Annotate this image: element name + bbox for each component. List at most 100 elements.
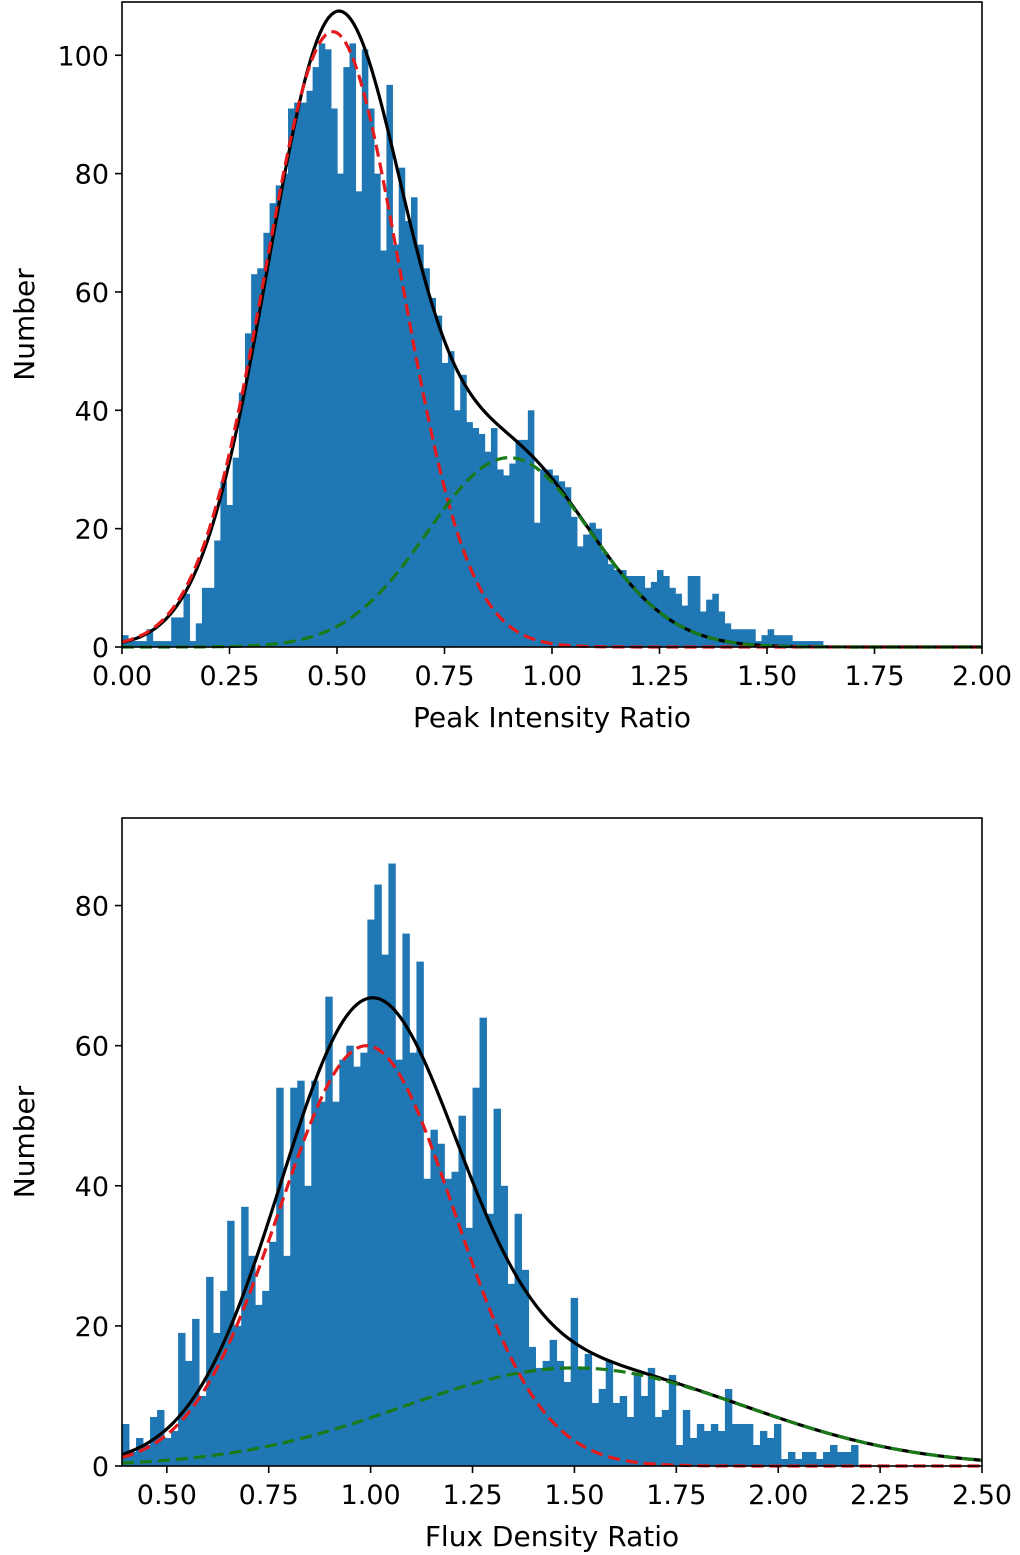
histogram-bar [681,605,689,647]
histogram-bar [283,1255,291,1466]
histogram-bar [633,1374,642,1466]
histogram-bar [837,1451,845,1466]
histogram-bar [521,1269,530,1466]
histogram-bar [712,593,719,647]
x-tick-label: 0.50 [137,1480,197,1511]
histogram-bar [738,1423,747,1466]
x-tick-label: 2.00 [952,661,1012,692]
histogram-bar [644,587,652,647]
histogram-bar [128,641,135,647]
histogram-bar [331,108,338,647]
histogram-bar [779,635,787,647]
histogram-bar [409,1052,417,1466]
histogram-bar [454,410,461,647]
histogram-bar [257,268,264,647]
histogram-bar [542,1360,551,1466]
histogram-bar [767,629,775,647]
histogram-bar [158,641,166,647]
histogram-bar [208,587,215,647]
histogram-bar [423,268,430,647]
histogram-bar [140,641,147,647]
histogram-bar [318,1101,326,1466]
x-tick-label: 1.25 [629,661,689,692]
histogram-bar [689,1437,698,1466]
histogram-bar [318,43,326,648]
histogram-bar [244,333,252,647]
histogram-bar [682,1409,691,1466]
histogram-bar [809,1451,817,1466]
y-axis-ticks: 0 20 40 60 80 100 [57,41,122,664]
x-tick-label: 0.25 [199,661,259,692]
y-tick-label: 0 [92,633,109,664]
histogram-bar [146,629,154,647]
histogram-bar [601,552,609,647]
histogram-bar [844,1451,852,1466]
x-tick-label: 1.00 [522,661,582,692]
histogram-bar [792,641,799,647]
histogram-bar [717,1430,726,1466]
x-tick-label: 0.50 [307,661,367,692]
histogram-bar [810,641,818,647]
histogram-bar [749,629,756,647]
x-tick-label: 1.25 [442,1480,502,1511]
histogram-bar [241,1206,249,1466]
histogram-bar [404,220,412,648]
histogram-bar [710,1423,719,1466]
histogram-bar [851,1444,859,1466]
histogram-bar [423,1178,431,1466]
fit-curves [121,996,983,1468]
histogram-bar [386,84,393,647]
histogram-bar [134,641,141,647]
histogram-bar [570,1297,579,1466]
x-tick-label: 0.75 [414,661,474,692]
histogram-bar [465,1227,473,1466]
histogram-bar [661,1409,670,1466]
histogram-bar [444,1178,452,1466]
histogram-bar [195,623,203,647]
histogram-bar [773,1423,782,1466]
histogram-bar [183,593,191,647]
histogram-bar [417,244,424,647]
y-axis-label: Number [8,1085,41,1198]
histogram-bar [730,629,738,647]
x-tick-label: 1.75 [646,1480,706,1511]
histogram-bar [564,487,572,647]
histogram-bar [816,1458,824,1466]
histogram-bar [213,1332,221,1466]
histogram-bar [290,1087,298,1466]
histogram-bar [724,623,732,647]
histogram-bar [731,1423,740,1466]
histogram-bar [675,1444,684,1466]
histogram-bar [650,581,658,647]
histogram-bar [238,392,246,647]
histogram-bar [361,49,369,647]
histogram-bar [693,575,701,647]
x-tick-label: 1.50 [544,1480,604,1511]
histogram-bar [458,1115,466,1466]
histogram-bar [743,629,750,647]
histogram-bar [773,635,781,647]
histogram-bar [353,1066,361,1466]
y-tick-label: 100 [57,41,109,72]
histogram-bar [766,1437,775,1466]
histogram-bar [612,1402,621,1466]
histogram-bar [395,1059,403,1466]
histogram-bar [703,1430,712,1466]
histogram-bar [745,1423,754,1466]
histogram-bar [324,49,332,647]
histogram-bar [374,173,381,647]
histogram-bar [558,481,566,647]
histogram-bar [787,1451,796,1466]
histogram-bars [122,863,859,1466]
histogram-bar [515,439,523,647]
histogram-bar [823,1451,831,1466]
histogram-bar [402,933,410,1466]
histogram-bar [325,996,333,1466]
histogram-bar [360,1052,368,1466]
histogram-bar [150,1416,158,1466]
histogram-bar [220,1290,228,1466]
histogram-bar [696,1423,705,1466]
histogram-bar [687,575,695,647]
histogram-bar [638,575,646,647]
histogram-bar [374,884,382,1466]
